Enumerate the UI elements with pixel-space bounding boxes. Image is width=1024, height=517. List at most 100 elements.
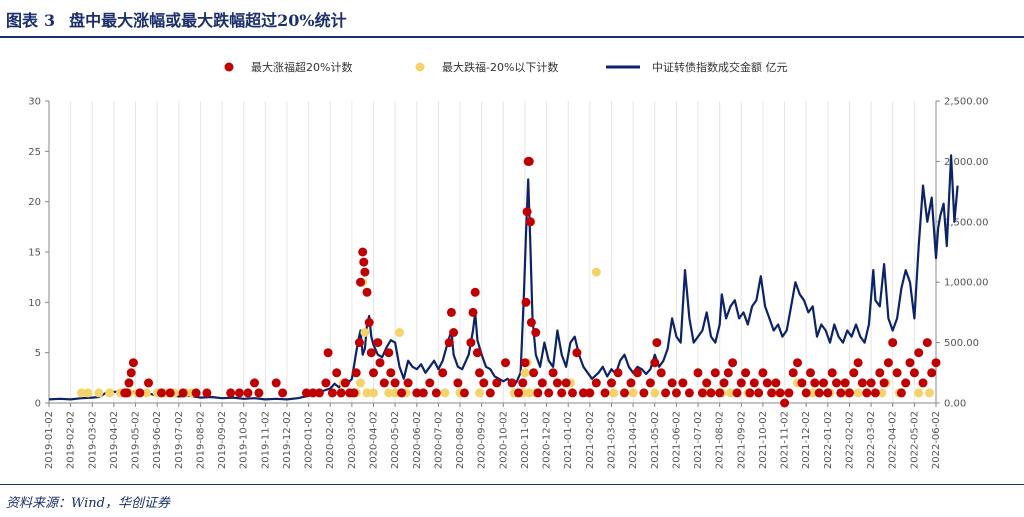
up-count-point bbox=[525, 217, 535, 227]
up-count-point bbox=[366, 348, 376, 358]
x-tick-label: 2020-06-02 bbox=[412, 411, 423, 469]
up-count-point bbox=[466, 338, 476, 348]
up-count-point bbox=[349, 388, 359, 398]
x-tick-label: 2019-05-02 bbox=[131, 411, 142, 469]
x-tick-label: 2021-07-02 bbox=[693, 411, 704, 469]
up-count-point bbox=[202, 388, 212, 398]
up-count-point bbox=[373, 338, 383, 348]
x-tick-label: 2020-02-02 bbox=[325, 411, 336, 469]
up-count-point bbox=[529, 368, 539, 378]
x-tick-label: 2021-09-02 bbox=[736, 411, 747, 469]
legend-line-label: 中证转债指数成交金额 亿元 bbox=[652, 60, 788, 74]
up-count-point bbox=[561, 378, 571, 388]
up-count-point bbox=[165, 388, 175, 398]
up-count-point bbox=[901, 378, 911, 388]
up-count-point bbox=[446, 307, 456, 317]
up-count-point bbox=[723, 368, 733, 378]
up-count-point bbox=[449, 328, 459, 337]
up-count-point bbox=[568, 388, 577, 398]
down-count-point bbox=[475, 388, 484, 398]
up-count-point bbox=[548, 368, 558, 378]
figure-number: 3 bbox=[44, 11, 56, 30]
up-count-point bbox=[866, 378, 876, 388]
up-count-point bbox=[492, 378, 502, 388]
down-count-point bbox=[356, 378, 365, 388]
up-count-point bbox=[418, 388, 428, 398]
up-count-point bbox=[226, 388, 236, 398]
up-count-point bbox=[931, 358, 941, 368]
up-count-point bbox=[364, 318, 374, 327]
up-count-point bbox=[431, 388, 441, 398]
y-right-tick-label: 2,500.00 bbox=[944, 97, 989, 108]
up-count-point bbox=[607, 378, 616, 388]
up-count-point bbox=[823, 388, 833, 398]
up-count-point bbox=[684, 388, 694, 398]
x-tick-label: 2019-11-02 bbox=[260, 411, 271, 469]
x-tick-label: 2021-05-02 bbox=[650, 411, 661, 469]
x-tick-label: 2021-04-02 bbox=[628, 411, 639, 469]
x-tick-label: 2020-09-02 bbox=[477, 411, 488, 469]
up-count-point bbox=[135, 388, 145, 398]
up-count-point bbox=[741, 368, 751, 378]
up-count-point bbox=[840, 378, 850, 388]
down-count-point bbox=[141, 388, 151, 398]
up-count-point bbox=[537, 378, 547, 388]
up-count-point bbox=[475, 368, 484, 378]
source-note: 资料来源：Wind，华创证券 bbox=[6, 496, 170, 511]
down-count-point bbox=[362, 388, 372, 398]
up-count-point bbox=[178, 388, 188, 398]
up-count-point bbox=[572, 348, 582, 358]
legend-down-label: 最大跌福-20%以下计数 bbox=[442, 60, 558, 74]
up-count-point bbox=[356, 277, 365, 287]
up-count-point bbox=[715, 388, 725, 398]
up-count-point bbox=[308, 388, 318, 398]
up-count-point bbox=[771, 378, 781, 388]
x-tick-label: 2021-10-02 bbox=[758, 411, 769, 469]
up-count-point bbox=[728, 358, 738, 368]
chart-legend: 最大涨福超20%计数 最大跌福-20%以下计数 中证转债指数成交金额 亿元 bbox=[224, 60, 788, 74]
up-count-point bbox=[857, 378, 867, 388]
up-count-point bbox=[250, 378, 259, 388]
down-count-point bbox=[877, 388, 887, 398]
up-count-point bbox=[693, 368, 703, 378]
up-count-point bbox=[775, 388, 785, 398]
up-count-point bbox=[369, 368, 378, 378]
down-count-point bbox=[853, 388, 863, 398]
up-count-point bbox=[736, 378, 746, 388]
x-tick-label: 2020-04-02 bbox=[369, 411, 380, 469]
up-count-point bbox=[918, 378, 928, 388]
up-count-point bbox=[845, 388, 854, 398]
up-count-point bbox=[758, 368, 768, 378]
up-count-point bbox=[862, 388, 872, 398]
up-count-point bbox=[332, 368, 342, 378]
up-count-point bbox=[732, 388, 742, 398]
y-right-tick-label: 0.00 bbox=[944, 399, 966, 410]
up-count-point bbox=[234, 388, 244, 398]
up-count-point bbox=[501, 358, 510, 368]
figure-title: 图表 3 盘中最大涨幅或最大跌幅超过20%统计 bbox=[6, 7, 347, 31]
up-count-point bbox=[468, 307, 478, 317]
up-count-point bbox=[314, 388, 324, 398]
up-count-point bbox=[243, 388, 253, 398]
legend-up-label: 最大涨福超20%计数 bbox=[251, 60, 352, 74]
up-count-point bbox=[459, 388, 469, 398]
up-count-point bbox=[358, 247, 368, 257]
up-count-point bbox=[359, 257, 369, 267]
up-count-point bbox=[591, 378, 601, 388]
up-count-point bbox=[472, 348, 482, 358]
down-count-point bbox=[360, 328, 370, 337]
up-count-point bbox=[827, 368, 837, 378]
x-tick-label: 2020-11-02 bbox=[520, 411, 531, 469]
down-count-point bbox=[524, 388, 534, 398]
down-count-point bbox=[395, 328, 404, 337]
x-tick-label: 2020-01-02 bbox=[304, 411, 315, 469]
up-count-point bbox=[632, 368, 642, 378]
y-left-tick-label: 25 bbox=[28, 147, 41, 158]
up-count-point bbox=[745, 388, 755, 398]
up-count-point bbox=[521, 297, 531, 307]
up-count-point bbox=[403, 378, 413, 388]
up-count-point bbox=[444, 338, 454, 348]
up-dots-layer bbox=[120, 156, 941, 408]
up-count-point bbox=[375, 358, 385, 368]
up-count-point bbox=[905, 358, 915, 368]
